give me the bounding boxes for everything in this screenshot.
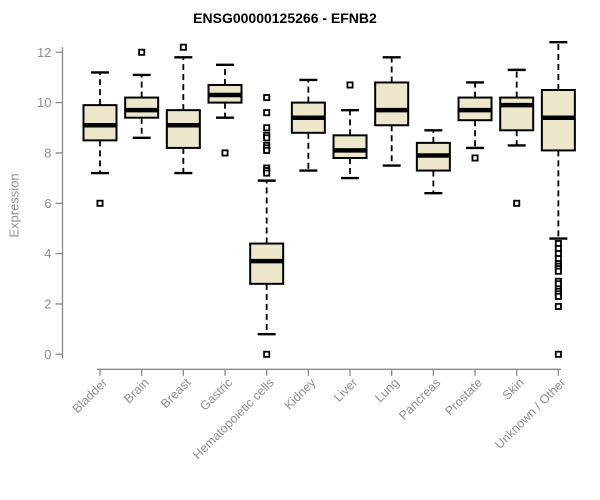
outlier-point xyxy=(471,154,479,162)
outlier-point xyxy=(263,124,271,132)
outlier-point xyxy=(554,302,562,310)
category-label: Hematopoietic cells xyxy=(190,376,277,463)
iqr-box xyxy=(374,81,410,127)
iqr-box xyxy=(124,96,160,119)
y-tick-label: 4 xyxy=(44,246,51,261)
boxplot-skin xyxy=(499,68,535,207)
outlier-point xyxy=(179,43,187,51)
y-tick-label: 0 xyxy=(44,347,51,362)
iqr-box xyxy=(165,109,201,149)
iqr-box xyxy=(332,134,368,159)
iqr-box xyxy=(82,104,118,142)
outlier-point xyxy=(513,199,521,207)
outlier-point xyxy=(263,134,271,142)
category-label: Unknown / Other xyxy=(492,376,568,452)
outlier-point xyxy=(96,199,104,207)
boxplot-breast xyxy=(165,43,201,175)
boxplot-brain xyxy=(124,48,160,140)
y-tick-label: 6 xyxy=(44,196,51,211)
category-label: Breast xyxy=(158,375,194,411)
category-label: Gastric xyxy=(197,376,235,414)
boxplot-prostate xyxy=(457,81,493,162)
y-tick-label: 12 xyxy=(37,45,51,60)
y-axis: 0 2 4 6 8 10 12 xyxy=(37,45,64,362)
category-label: Liver xyxy=(331,376,360,405)
outlier-point xyxy=(554,267,562,275)
category-label: Prostate xyxy=(442,375,485,418)
outlier-point xyxy=(554,350,562,358)
y-tick-label: 10 xyxy=(37,95,51,110)
outlier-point xyxy=(346,81,354,89)
boxplot-bladder xyxy=(82,71,118,207)
boxplot-kidney xyxy=(290,78,326,172)
iqr-box xyxy=(499,96,535,132)
boxplot-pancreas xyxy=(415,129,451,195)
outlier-point xyxy=(554,292,562,300)
outlier-point xyxy=(221,149,229,157)
outlier-point xyxy=(263,146,271,154)
boxplot-lung xyxy=(374,56,410,167)
category-label: Lung xyxy=(372,375,402,405)
y-tick-label: 8 xyxy=(44,145,51,160)
outlier-point xyxy=(263,94,271,102)
category-label: Kidney xyxy=(282,375,319,412)
outlier-point xyxy=(263,350,271,358)
category-label: Skin xyxy=(500,375,527,402)
y-tick-label: 2 xyxy=(44,296,51,311)
boxplot-hematopoietic-cells xyxy=(249,94,285,358)
boxplot-gastric xyxy=(207,63,243,157)
outlier-point xyxy=(138,48,146,56)
category-label: Bladder xyxy=(70,376,110,416)
iqr-box xyxy=(540,89,576,152)
category-label: Pancreas xyxy=(396,376,443,423)
iqr-box xyxy=(249,242,285,285)
outlier-point xyxy=(263,109,271,117)
outlier-point xyxy=(263,169,271,177)
chart-title: ENSG00000125266 - EFNB2 xyxy=(193,10,377,26)
boxplot-unknown-other xyxy=(540,40,576,358)
boxplot-liver xyxy=(332,81,368,180)
category-label: Brain xyxy=(121,375,152,406)
